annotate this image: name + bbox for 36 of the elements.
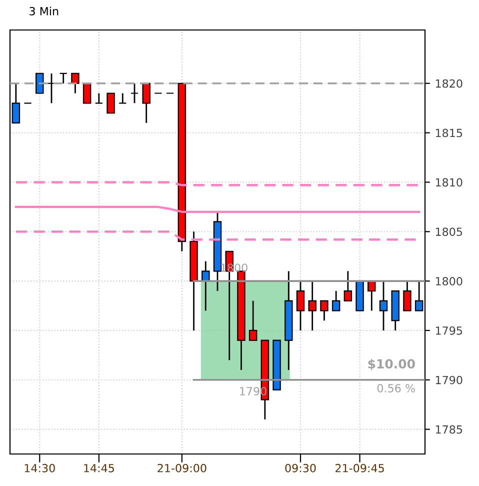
candlestick [296,280,305,332]
chart-title: 3 Min [30,6,58,16]
y-tick-label: 1810 [436,178,462,187]
y-tick-label: 1820 [436,79,462,88]
candlestick [47,72,56,104]
candlestick [130,82,139,104]
x-tick-label: 21-09:45 [336,464,384,472]
candlestick [344,270,352,302]
y-tick-label: 1800 [436,277,462,286]
y-tick-label: 1790 [436,376,462,384]
candlestick [106,92,115,114]
y-tick-label: 1815 [436,128,462,138]
candlestick [248,300,258,342]
annotation: $10.00 [368,358,415,370]
candlestick [36,72,44,94]
candlestick [142,82,150,124]
candlestick [94,92,104,104]
candlestick [379,280,388,332]
candlestick [59,72,68,84]
candlestick [202,260,210,312]
candlestick [320,300,328,322]
candlestick [403,280,412,312]
x-tick-label: 14:30 [24,464,55,472]
x-tick-label: 21-09:00 [158,464,206,472]
y-tick-label: 1795 [436,326,462,335]
candlestick [118,92,127,104]
candlestick [71,72,80,94]
x-tick-label: 09:30 [285,464,316,472]
candlestick [308,280,316,332]
y-tick-label: 1805 [436,228,462,236]
candlestick [332,290,340,312]
x-tick-label: 14:45 [84,464,114,472]
candlestick [82,82,92,104]
y-tick-label: 1785 [436,425,462,434]
annotation: 0.56 % [377,384,415,392]
candlestick [368,280,376,312]
